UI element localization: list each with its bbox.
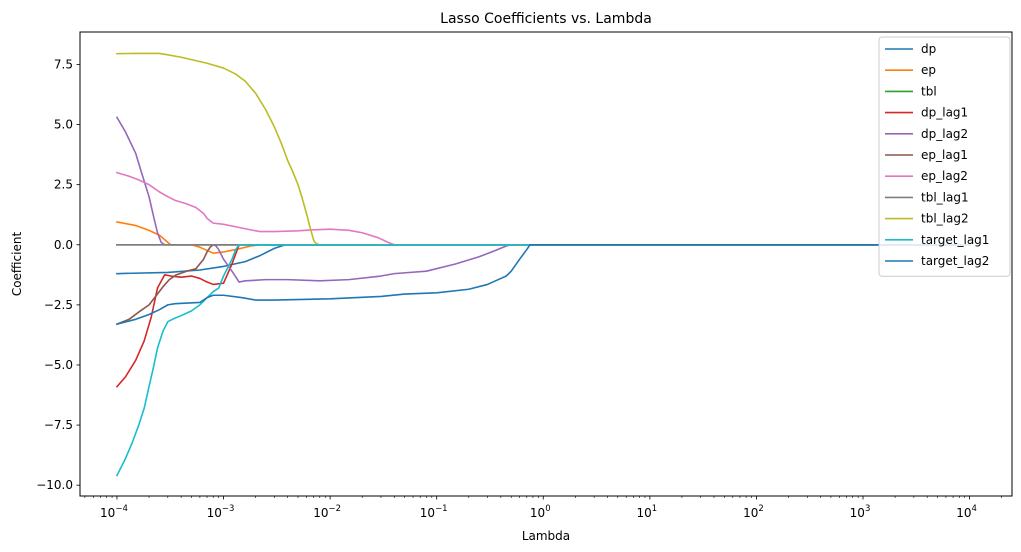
legend-label: ep	[921, 63, 936, 77]
legend-label: target_lag1	[921, 233, 989, 247]
legend: dp ep tbl dp_lag1 dp_lag2 ep_lag1 ep_lag2 tbl_l…	[878, 36, 1011, 277]
chart-title: Lasso Coefficients vs. Lambda	[440, 11, 652, 27]
x-tick-label: 10−1	[420, 504, 448, 520]
x-tick-label: 10−3	[207, 504, 235, 520]
legend-label: tbl_lag2	[921, 212, 969, 226]
series-line-ep	[116, 220, 971, 254]
x-tick-label: 100	[530, 504, 551, 520]
x-tick-label: 102	[743, 504, 764, 520]
x-tick-label: 10−4	[100, 504, 128, 520]
legend-label: target_lag2	[921, 254, 989, 268]
series-line-dp	[116, 243, 971, 275]
y-tick-label: 5.0	[54, 118, 73, 132]
y-tick-label: 0.0	[54, 238, 73, 252]
legend-label: dp_lag1	[921, 106, 968, 120]
y-tick-label: 2.5	[54, 178, 73, 192]
legend-label: dp	[921, 42, 936, 56]
y-tick-label: 7.5	[54, 57, 73, 71]
legend-label: tbl_lag1	[921, 190, 969, 204]
x-axis-label: Lambda	[522, 529, 570, 543]
series-layer	[115, 52, 971, 477]
series-line-target-lag1	[115, 243, 971, 477]
series-line-dp-lag2	[115, 116, 971, 283]
legend-box	[878, 36, 1011, 277]
y-axis: 7.5 5.0 2.5 0.0 −2.5 −5.0 −7.5 −10.0	[36, 57, 80, 492]
legend-label: ep_lag1	[921, 148, 968, 162]
series-line-tbl-lag2	[116, 52, 971, 246]
x-axis: 10−4 10−3 10−2 10−1 100 101 102 103 104	[84, 496, 1002, 520]
x-tick-label: 101	[637, 504, 658, 520]
series-line-ep-lag1	[115, 243, 971, 326]
y-tick-label: −5.0	[44, 358, 73, 372]
y-tick-label: −7.5	[44, 418, 73, 432]
series-line-dp-lag1	[115, 243, 971, 388]
x-tick-label: 103	[850, 504, 871, 520]
plot-frame	[79, 31, 1013, 497]
legend-label: ep_lag2	[921, 169, 968, 183]
legend-label: tbl	[921, 84, 937, 98]
x-tick-label: 10−2	[313, 504, 341, 520]
y-axis-label: Coefficient	[10, 232, 24, 297]
legend-label: dp_lag2	[921, 127, 968, 141]
y-tick-label: −2.5	[44, 298, 73, 312]
x-tick-label: 104	[956, 504, 977, 520]
series-line-ep-lag2	[115, 171, 971, 246]
series-line-target-lag2	[115, 243, 971, 326]
y-tick-label: −10.0	[36, 478, 73, 492]
